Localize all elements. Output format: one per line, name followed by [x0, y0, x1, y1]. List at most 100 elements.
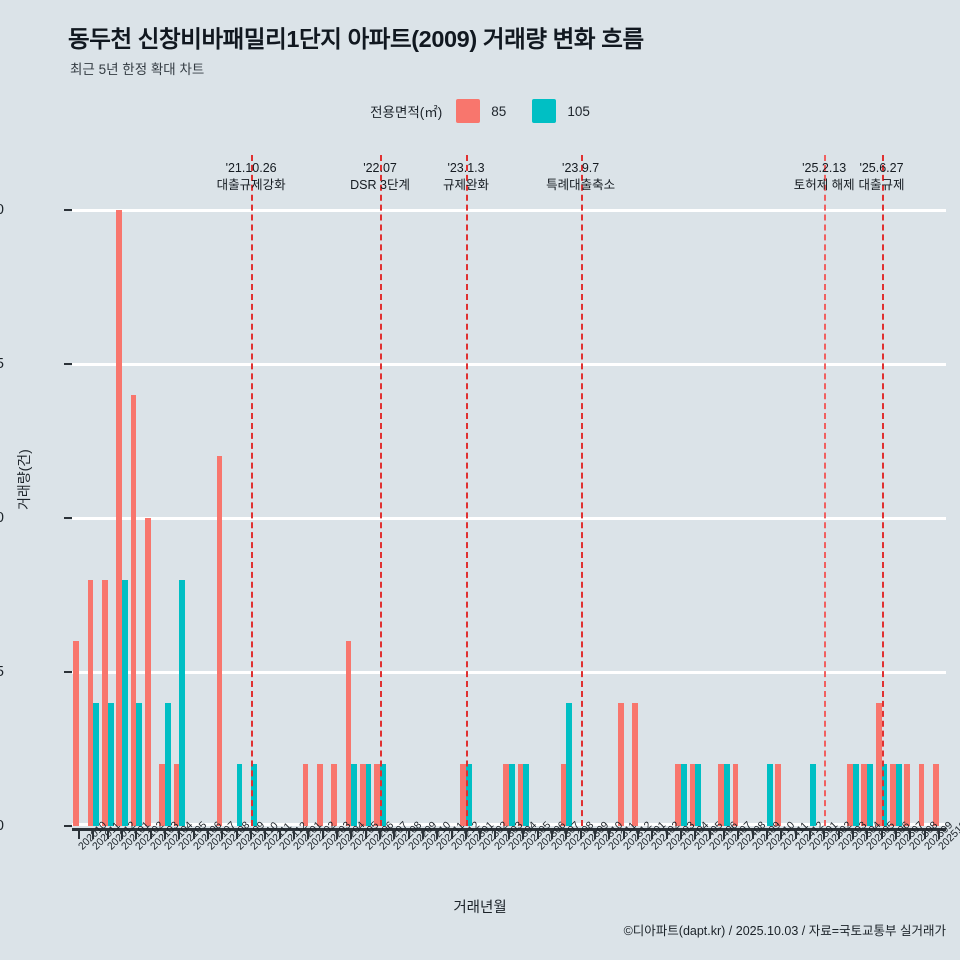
bar[interactable]: [566, 702, 573, 826]
x-axis-tick-mark: [422, 828, 425, 839]
event-annotation: '21.10.26 대출규제강화: [217, 160, 286, 194]
bar[interactable]: [895, 764, 902, 826]
bar[interactable]: [359, 764, 366, 826]
bar[interactable]: [365, 764, 372, 826]
bar[interactable]: [102, 579, 108, 826]
x-axis-tick-mark: [436, 828, 439, 839]
legend-item-105[interactable]: 105: [532, 99, 590, 123]
bar[interactable]: [145, 518, 151, 826]
y-axis-title: 거래량(건): [16, 449, 32, 510]
bar[interactable]: [723, 764, 730, 826]
y-axis-tick-label: 0.0: [0, 818, 4, 834]
event-marker-line: [824, 155, 827, 826]
x-axis-tick-mark: [465, 828, 468, 839]
x-axis: 202010 202011 202012 202101 202102 202103 2021…: [72, 819, 960, 898]
bar[interactable]: [236, 764, 243, 826]
x-axis-tick-mark: [765, 828, 768, 839]
bar[interactable]: [251, 764, 257, 826]
bar[interactable]: [380, 764, 386, 826]
event-name: DSR 3단계: [350, 178, 410, 192]
x-axis-tick-mark: [894, 828, 897, 839]
x-axis-tick-mark: [708, 828, 711, 839]
x-axis-tick-mark: [751, 828, 754, 839]
bar[interactable]: [675, 764, 681, 826]
bar[interactable]: [302, 764, 309, 826]
bar[interactable]: [460, 764, 466, 826]
bar[interactable]: [173, 764, 180, 826]
gridline: [72, 363, 946, 366]
event-name: 토허제 해제: [793, 178, 855, 192]
x-axis-tick-mark: [393, 828, 396, 839]
bar[interactable]: [632, 702, 638, 826]
legend-label-85: 85: [491, 103, 507, 119]
bar[interactable]: [875, 702, 882, 826]
bar[interactable]: [517, 764, 524, 826]
bar[interactable]: [351, 764, 358, 826]
bar[interactable]: [509, 764, 515, 826]
x-axis-tick-mark: [121, 828, 124, 839]
bar[interactable]: [87, 579, 94, 826]
bar[interactable]: [732, 764, 739, 826]
bar[interactable]: [216, 456, 223, 826]
x-axis-tick-mark: [235, 828, 238, 839]
bar[interactable]: [852, 764, 859, 826]
x-axis-tick-mark: [106, 828, 109, 839]
x-axis-tick-mark: [694, 828, 697, 839]
bar[interactable]: [861, 764, 868, 826]
x-axis-tick-mark: [493, 828, 496, 839]
x-axis-tick-mark: [307, 828, 310, 839]
legend-swatch-85: [456, 99, 481, 123]
bar[interactable]: [116, 210, 123, 826]
bar[interactable]: [933, 764, 939, 826]
bar[interactable]: [890, 764, 896, 826]
bar[interactable]: [560, 764, 567, 826]
bar[interactable]: [179, 579, 186, 826]
bar[interactable]: [718, 764, 724, 826]
bar[interactable]: [847, 764, 853, 826]
bar[interactable]: [617, 702, 624, 826]
x-axis-tick-mark: [78, 828, 81, 839]
bar[interactable]: [122, 579, 128, 826]
bar[interactable]: [881, 764, 888, 826]
bar[interactable]: [107, 702, 114, 826]
event-marker-line: [466, 155, 469, 826]
bar[interactable]: [317, 764, 323, 826]
x-axis-tick-mark: [579, 828, 582, 839]
x-axis-tick-mark: [808, 828, 811, 839]
bar[interactable]: [867, 764, 873, 826]
x-axis-tick-mark: [722, 828, 725, 839]
bar[interactable]: [689, 764, 696, 826]
bar[interactable]: [93, 702, 100, 826]
bar[interactable]: [809, 764, 816, 826]
x-axis-tick-mark: [937, 828, 940, 839]
x-axis-tick-mark: [221, 828, 224, 839]
bar[interactable]: [695, 764, 701, 826]
gridline: [72, 209, 946, 212]
x-axis-tick-mark: [636, 828, 639, 839]
x-axis-tick-mark: [450, 828, 453, 839]
event-name: 대출규제강화: [216, 178, 286, 192]
bar[interactable]: [73, 641, 80, 826]
bar[interactable]: [331, 764, 338, 826]
bar[interactable]: [466, 764, 472, 826]
bar[interactable]: [680, 764, 687, 826]
event-name: 대출규제: [858, 178, 905, 192]
bar[interactable]: [503, 764, 509, 826]
legend-item-85[interactable]: 85: [456, 99, 532, 123]
bar[interactable]: [918, 764, 925, 826]
y-axis-tick-mark: [64, 671, 72, 673]
bar[interactable]: [130, 394, 137, 826]
event-date: '25.2.13: [802, 161, 847, 175]
bar[interactable]: [159, 764, 166, 826]
event-annotation: '23.1.3 규제완화: [443, 160, 489, 194]
bar[interactable]: [345, 641, 352, 826]
gridline: [72, 517, 946, 520]
bar[interactable]: [374, 764, 381, 826]
bar[interactable]: [775, 764, 782, 826]
bar[interactable]: [165, 702, 171, 826]
bar[interactable]: [766, 764, 773, 826]
x-axis-tick-mark: [336, 828, 339, 839]
bar[interactable]: [904, 764, 911, 826]
bar[interactable]: [136, 702, 143, 826]
bar[interactable]: [523, 764, 530, 826]
